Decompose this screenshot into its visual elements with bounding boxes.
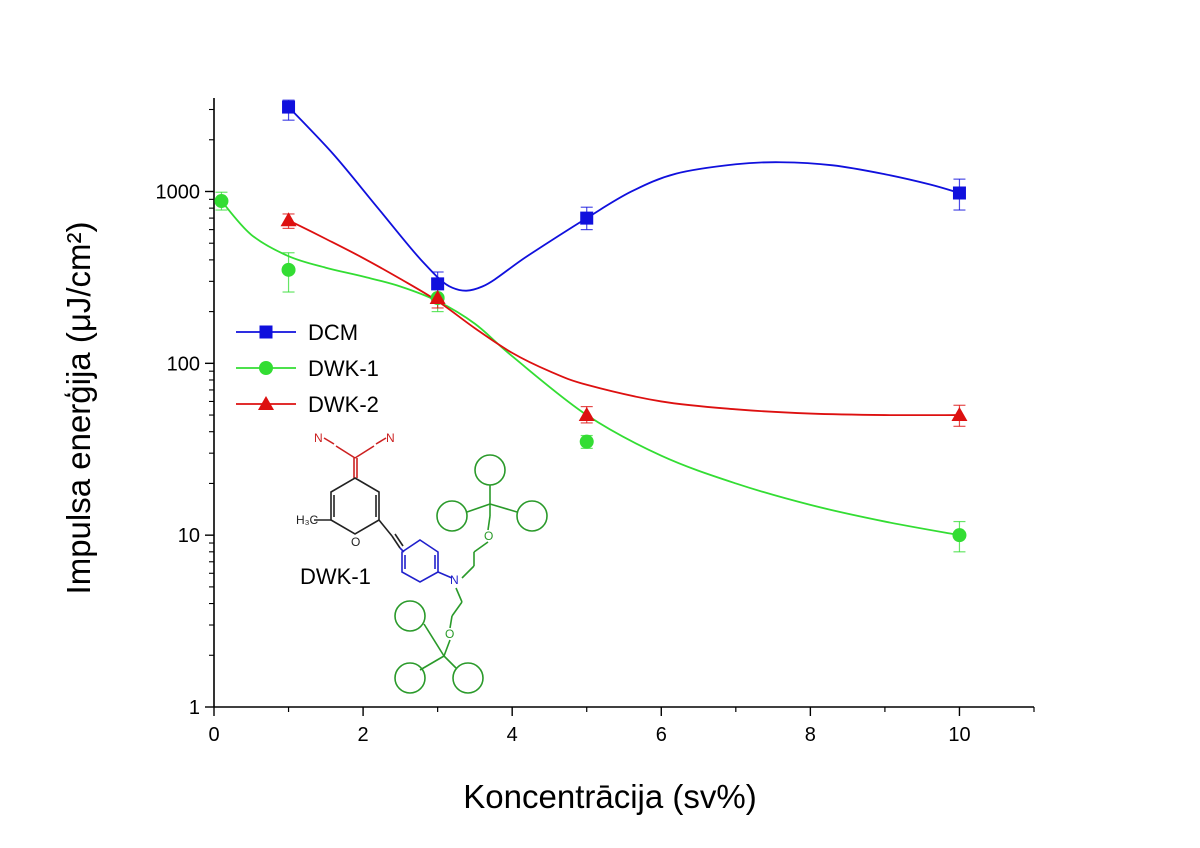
- data-point-dwk-1: [214, 194, 229, 209]
- data-point-dwk-1: [952, 528, 967, 543]
- x-tick-label: 6: [656, 724, 667, 746]
- legend-marker-dwk-1: [259, 361, 273, 375]
- data-point-dwk-2: [429, 289, 446, 304]
- oxygen-label-ring: O: [351, 535, 360, 549]
- dicyano-group: [323, 437, 387, 478]
- x-tick-label: 10: [948, 724, 970, 746]
- x-axis-title: Koncentrācija (sv%): [463, 778, 756, 815]
- x-tick-label: 4: [507, 724, 518, 746]
- data-point-dcm: [282, 100, 296, 114]
- series-line-dwk-2: [288, 219, 960, 417]
- x-tick-label: 0: [208, 724, 219, 746]
- legend: DCM DWK-1 DWK-2: [236, 320, 379, 417]
- data-point-dwk-1: [579, 434, 594, 449]
- nitrogen-label-left: N: [314, 431, 323, 445]
- axis-ticks: 0 2 4 6 8 10 1 10 100 1000: [156, 108, 1035, 746]
- legend-item-dcm: DCM: [236, 320, 358, 345]
- y-tick-label: 10: [178, 525, 200, 547]
- data-markers: [214, 100, 968, 543]
- legend-item-dwk-1: DWK-1: [236, 356, 379, 381]
- oxygen-label-lower: O: [445, 627, 454, 641]
- molecule-structure-diagram: N N H₃C O N: [296, 431, 548, 694]
- data-point-dcm: [952, 186, 966, 200]
- series-line-dwk-1: [220, 200, 960, 537]
- x-tick-label: 8: [805, 724, 816, 746]
- legend-marker-dwk-2: [258, 396, 274, 410]
- legend-label-dcm: DCM: [308, 320, 358, 345]
- data-point-dwk-2: [578, 407, 595, 422]
- y-tick-label: 1: [189, 697, 200, 719]
- y-axis-title: Impulsa enerģija (μJ/cm²): [60, 222, 97, 595]
- data-point-dcm: [431, 277, 445, 291]
- data-point-dcm: [580, 211, 594, 225]
- data-point-dwk-2: [951, 407, 968, 422]
- phenyl-ring: [399, 539, 453, 583]
- legend-label-dwk-2: DWK-2: [308, 392, 379, 417]
- trityl-groups: [394, 454, 548, 694]
- y-tick-label: 100: [167, 353, 200, 375]
- data-point-dwk-1: [281, 262, 296, 277]
- pyran-ring: [314, 477, 404, 549]
- nitrogen-label-amine: N: [450, 573, 459, 587]
- series-line-dcm: [287, 106, 960, 292]
- series-curves: [220, 106, 960, 537]
- methyl-label: H₃C: [296, 513, 319, 527]
- y-tick-label: 1000: [156, 181, 201, 203]
- legend-item-dwk-2: DWK-2: [236, 392, 379, 417]
- molecule-label: DWK-1: [300, 564, 371, 589]
- nitrogen-label-right: N: [386, 431, 395, 445]
- data-point-dwk-2: [280, 212, 297, 227]
- legend-marker-dcm: [259, 325, 273, 339]
- legend-label-dwk-1: DWK-1: [308, 356, 379, 381]
- x-tick-label: 2: [358, 724, 369, 746]
- oxygen-label-upper: O: [484, 529, 493, 543]
